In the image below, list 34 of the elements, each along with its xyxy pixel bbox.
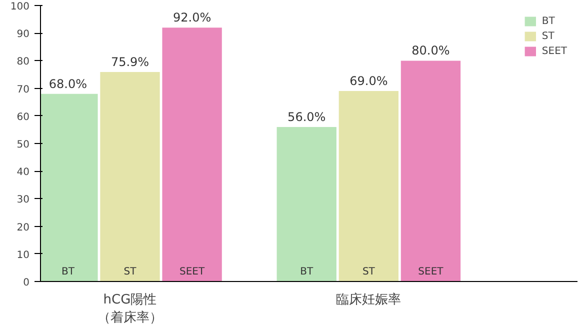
- y-tick-label: 20: [16, 222, 30, 234]
- y-tick-label: 80: [16, 56, 30, 68]
- y-tick-label: 70: [16, 84, 30, 96]
- y-tick-label: 100: [10, 2, 30, 12]
- bar: [162, 28, 222, 282]
- legend-label: ST: [542, 30, 556, 42]
- data-label: 80.0%: [412, 44, 450, 58]
- y-tick-label: 30: [16, 194, 30, 206]
- bar: [338, 91, 398, 282]
- y-tick-label: 0: [23, 278, 30, 288]
- y-tick-label: 90: [16, 29, 30, 40]
- y-tick-label: 10: [16, 250, 30, 261]
- legend-label: BT: [542, 16, 556, 26]
- data-label: 56.0%: [288, 110, 326, 124]
- x-tick-label: hCG陽性（着床率）: [98, 292, 162, 326]
- x-tick-label: 臨床妊娠率: [336, 292, 402, 308]
- text: BT: [300, 266, 314, 278]
- bar: [276, 126, 336, 282]
- data-label: 68.0%: [48, 76, 88, 91]
- y-tick-label: 40: [16, 167, 30, 178]
- text: BT: [61, 266, 74, 278]
- legend-label: SEET: [542, 46, 567, 56]
- y-tick-label: 60: [16, 112, 30, 123]
- data-label: 92.0%: [172, 10, 212, 25]
- bar: [100, 72, 160, 282]
- data-label: 75.9%: [110, 55, 150, 70]
- text: SEET: [180, 266, 205, 278]
- bar: [40, 94, 98, 282]
- bar: [400, 60, 461, 282]
- y-tick-label: 50: [16, 140, 30, 150]
- data-label: 69.0%: [350, 74, 388, 88]
- text: ST: [362, 266, 375, 278]
- text: SEET: [418, 266, 444, 278]
- text: ST: [124, 266, 136, 278]
